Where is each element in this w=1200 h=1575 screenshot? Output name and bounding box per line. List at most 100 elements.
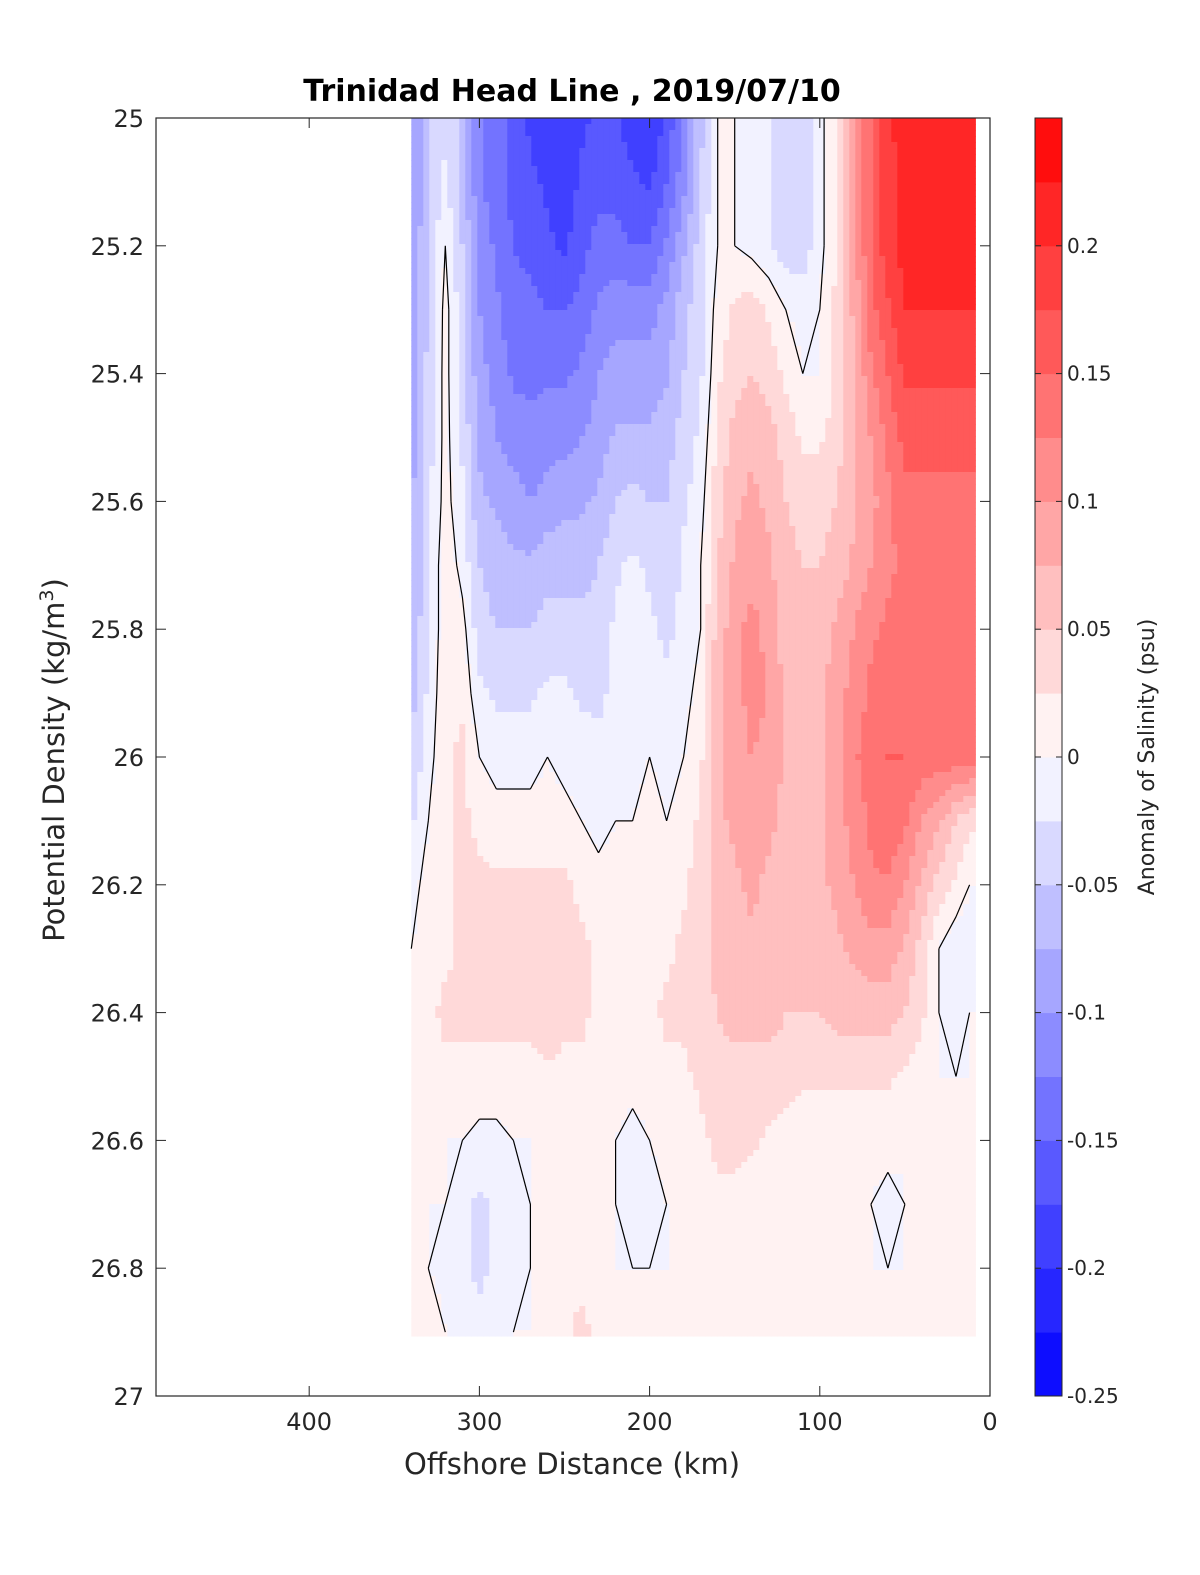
contour-cell <box>519 286 526 293</box>
contour-cell <box>453 286 460 293</box>
contour-cell <box>663 136 670 143</box>
contour-cell <box>573 208 580 215</box>
contour-cell <box>849 160 856 167</box>
contour-cell <box>411 160 418 167</box>
contour-cell <box>867 382 874 389</box>
contour-cell <box>951 286 958 293</box>
contour-cell <box>867 130 874 137</box>
contour-cell <box>777 304 784 311</box>
contour-cell <box>633 424 640 431</box>
contour-cell <box>543 262 550 269</box>
contour-cell <box>885 418 892 425</box>
contour-cell <box>705 316 712 323</box>
contour-cell <box>765 256 772 263</box>
contour-cell <box>627 424 634 431</box>
contour-cell <box>573 250 580 257</box>
contour-cell <box>711 274 718 281</box>
contour-cell <box>639 124 646 131</box>
contour-cell <box>891 346 898 353</box>
contour-cell <box>945 424 952 431</box>
contour-cell <box>537 412 544 419</box>
contour-cell <box>465 364 472 371</box>
contour-cell <box>627 328 634 335</box>
contour-cell <box>651 250 658 257</box>
contour-cell <box>921 268 928 275</box>
contour-cell <box>789 364 796 371</box>
contour-cell <box>789 292 796 299</box>
contour-cell <box>675 202 682 209</box>
contour-cell <box>855 286 862 293</box>
contour-cell <box>759 394 766 401</box>
contour-cell <box>765 334 772 341</box>
contour-cell <box>771 328 778 335</box>
contour-cell <box>477 238 484 245</box>
contour-cell <box>867 370 874 377</box>
contour-cell <box>495 154 502 161</box>
contour-cell <box>441 124 448 131</box>
contour-cell <box>543 166 550 173</box>
contour-cell <box>867 208 874 215</box>
contour-cell <box>837 352 844 359</box>
contour-cell <box>591 334 598 341</box>
contour-cell <box>513 328 520 335</box>
contour-cell <box>585 238 592 245</box>
contour-cell <box>675 214 682 221</box>
contour-cell <box>813 250 820 257</box>
contour-cell <box>711 202 718 209</box>
contour-cell <box>429 130 436 137</box>
contour-cell <box>621 376 628 383</box>
contour-cell <box>741 292 748 299</box>
contour-cell <box>921 364 928 371</box>
contour-cell <box>969 262 976 269</box>
contour-cell <box>681 232 688 239</box>
contour-cell <box>513 262 520 269</box>
contour-cell <box>573 190 580 197</box>
contour-cell <box>429 286 436 293</box>
contour-cell <box>621 352 628 359</box>
contour-cell <box>519 160 526 167</box>
contour-cell <box>471 142 478 149</box>
contour-cell <box>909 184 916 191</box>
contour-cell <box>813 424 820 431</box>
contour-cell <box>429 412 436 419</box>
contour-cell <box>639 184 646 191</box>
contour-cell <box>435 268 442 275</box>
contour-cell <box>573 280 580 287</box>
contour-cell <box>753 142 760 149</box>
contour-cell <box>549 190 556 197</box>
contour-cell <box>963 148 970 155</box>
contour-cell <box>741 322 748 329</box>
contour-cell <box>609 388 616 395</box>
contour-cell <box>957 394 964 401</box>
contour-cell <box>807 130 814 137</box>
contour-cell <box>567 382 574 389</box>
contour-cell <box>549 214 556 221</box>
contour-cell <box>453 184 460 191</box>
contour-cell <box>549 400 556 407</box>
contour-cell <box>927 148 934 155</box>
contour-cell <box>489 226 496 233</box>
contour-cell <box>549 274 556 281</box>
contour-cell <box>501 202 508 209</box>
contour-cell <box>819 232 826 239</box>
contour-cell <box>543 178 550 185</box>
contour-cell <box>537 286 544 293</box>
contour-cell <box>645 274 652 281</box>
contour-cell <box>849 136 856 143</box>
contour-cell <box>561 208 568 215</box>
contour-cell <box>723 184 730 191</box>
contour-cell <box>837 358 844 365</box>
contour-cell <box>783 154 790 161</box>
contour-cell <box>891 298 898 305</box>
contour-cell <box>747 160 754 167</box>
contour-cell <box>627 178 634 185</box>
contour-cell <box>909 370 916 377</box>
contour-cell <box>687 352 694 359</box>
contour-cell <box>933 208 940 215</box>
contour-cell <box>633 430 640 437</box>
contour-cell <box>573 226 580 233</box>
contour-cell <box>885 352 892 359</box>
contour-cell <box>915 406 922 413</box>
contour-cell <box>741 388 748 395</box>
contour-cell <box>621 166 628 173</box>
